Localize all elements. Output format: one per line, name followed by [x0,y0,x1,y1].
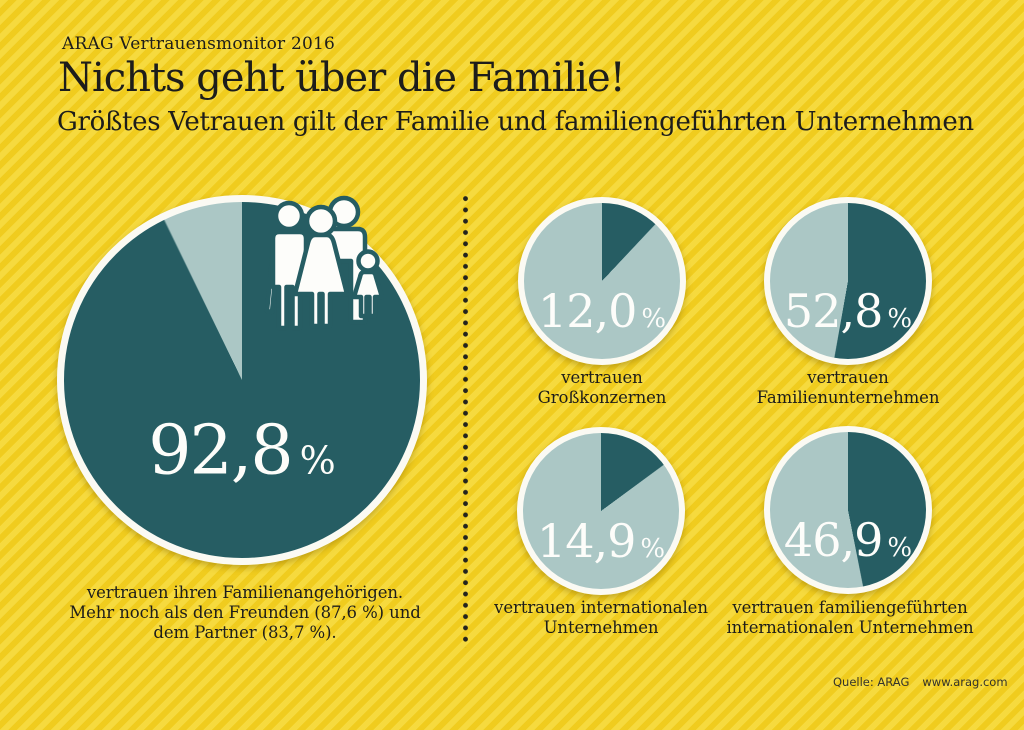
dotted-divider [463,196,468,648]
pie-value-label: 52,8 % [784,284,912,338]
pie-chart-internationale-unternehmen: 14,9 % [517,427,685,595]
pie-caption-internationale-unternehmen: vertrauen internationalen Unternehmen [494,598,708,638]
page-title: Nichts geht über die Familie! [58,55,626,101]
pie-value-number: 14,9 [536,513,636,568]
percent-sign: % [299,438,336,483]
pie-value-label: 12,0 % [538,284,666,338]
grandfather-body [270,229,309,331]
pie-chart-familienunternehmen: 52,8 % [764,197,932,365]
percent-sign: % [641,303,667,334]
page-subtitle: Größtes Vetrauen gilt der Familie und fa… [57,107,974,137]
percent-sign: % [887,532,913,563]
pie-value-number: 46,9 [783,512,883,567]
pie-caption-familiengefuehrte-internationale: vertrauen familiengeführten internationa… [726,598,974,638]
grandfather-head [273,200,305,232]
percent-sign: % [640,533,666,564]
pie-caption-familienunternehmen: vertrauen Familienunternehmen [756,368,940,408]
child-head [356,249,380,273]
family-icon [264,195,385,331]
pie-caption-family: vertrauen ihren Familienangehörigen. Meh… [69,583,421,643]
child-body [351,269,385,319]
pie-chart-familiengefuehrte-internationale: 46,9 % [764,426,932,594]
report-kicker: ARAG Vertrauensmonitor 2016 [62,34,336,54]
pie-value-label: 14,9 % [537,514,665,568]
pie-value-label: 46,9 % [784,513,912,567]
mother-body [292,232,350,329]
pie-chart-grosskonzerne: 12,0 % [518,197,686,365]
pie-value-number: 12,0 [537,283,637,338]
source-label: Quelle: ARAG [833,675,910,689]
source-url: www.arag.com [922,675,1008,689]
pie-value-number: 92,8 [148,411,293,491]
pie-value-label: 92,8 % [148,412,336,491]
pie-caption-grosskonzerne: vertrauen Großkonzernen [537,368,667,408]
percent-sign: % [887,303,913,334]
source-line: Quelle: ARAG www.arag.com [833,675,1008,689]
mother-head [304,204,338,238]
pie-value-number: 52,8 [783,283,883,338]
